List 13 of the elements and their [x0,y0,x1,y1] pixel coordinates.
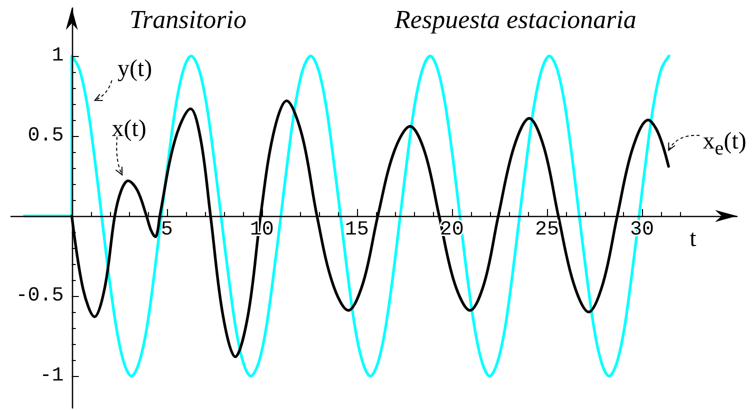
annotation: x$_{e}$(t) [702,128,746,160]
annotation: y(t) [118,56,152,82]
x-tick-label: 15 [344,218,369,242]
annotation: x(t) [112,116,146,142]
annotation: Respuesta estacionaria [394,5,636,34]
y-tick-label: 1 [52,44,64,68]
y-tick-label: -1 [40,364,64,388]
x-tick-label: 5 [160,218,173,242]
x-axis-title: t [690,226,697,252]
annotation: Transitorio [129,5,247,34]
x-tick-label: 25 [534,218,559,242]
y-tick-label: 0.5 [28,124,64,148]
y-tick-label: -0.5 [16,284,64,308]
